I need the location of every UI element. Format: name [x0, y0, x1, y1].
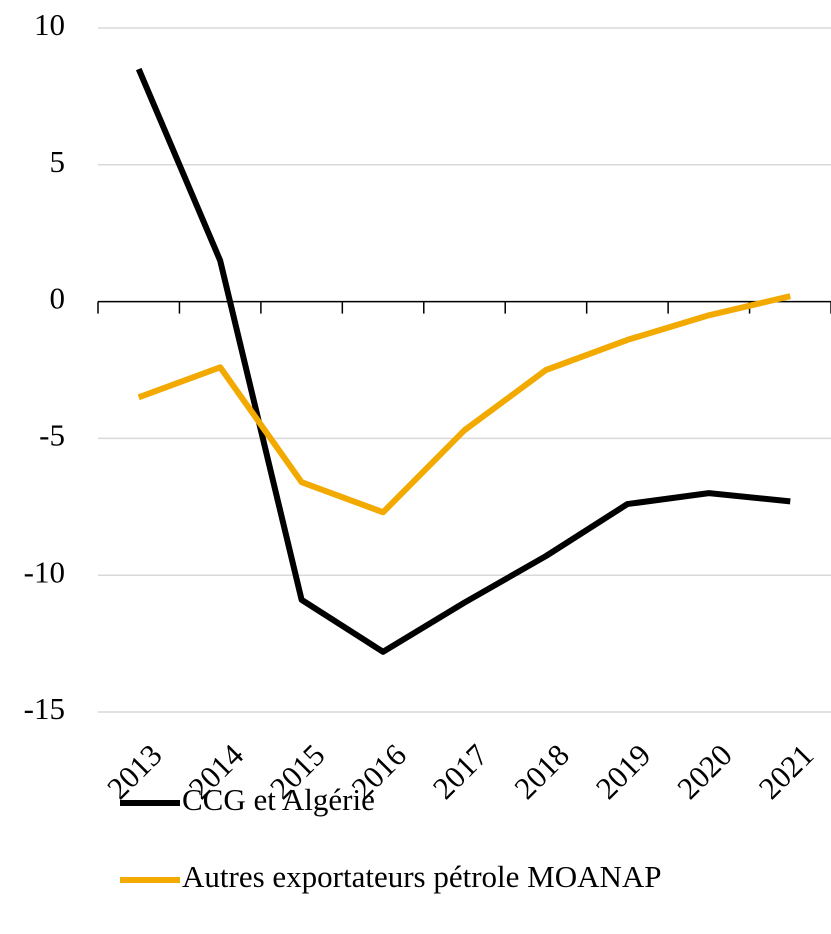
legend-label: Autres exportateurs pétrole MOANAP [182, 859, 662, 894]
x-tick-label: 2018 [507, 737, 576, 806]
y-tick-label: -15 [24, 691, 65, 726]
legend-label: CCG et Algérie [182, 782, 375, 817]
y-tick-label: 10 [34, 7, 65, 42]
x-tick-label: 2013 [100, 737, 169, 806]
x-tick-label: 2019 [589, 737, 658, 806]
x-tick-label: 2017 [426, 737, 495, 806]
y-tick-label: 0 [50, 281, 66, 316]
series-line [135, 67, 791, 655]
y-tick-label: -5 [39, 418, 65, 453]
series-line [137, 293, 791, 516]
y-tick-label: -10 [24, 554, 65, 589]
y-tick-label: 5 [50, 144, 66, 179]
x-tick-label: 2020 [670, 737, 739, 806]
x-tick-label: 2021 [752, 737, 821, 806]
